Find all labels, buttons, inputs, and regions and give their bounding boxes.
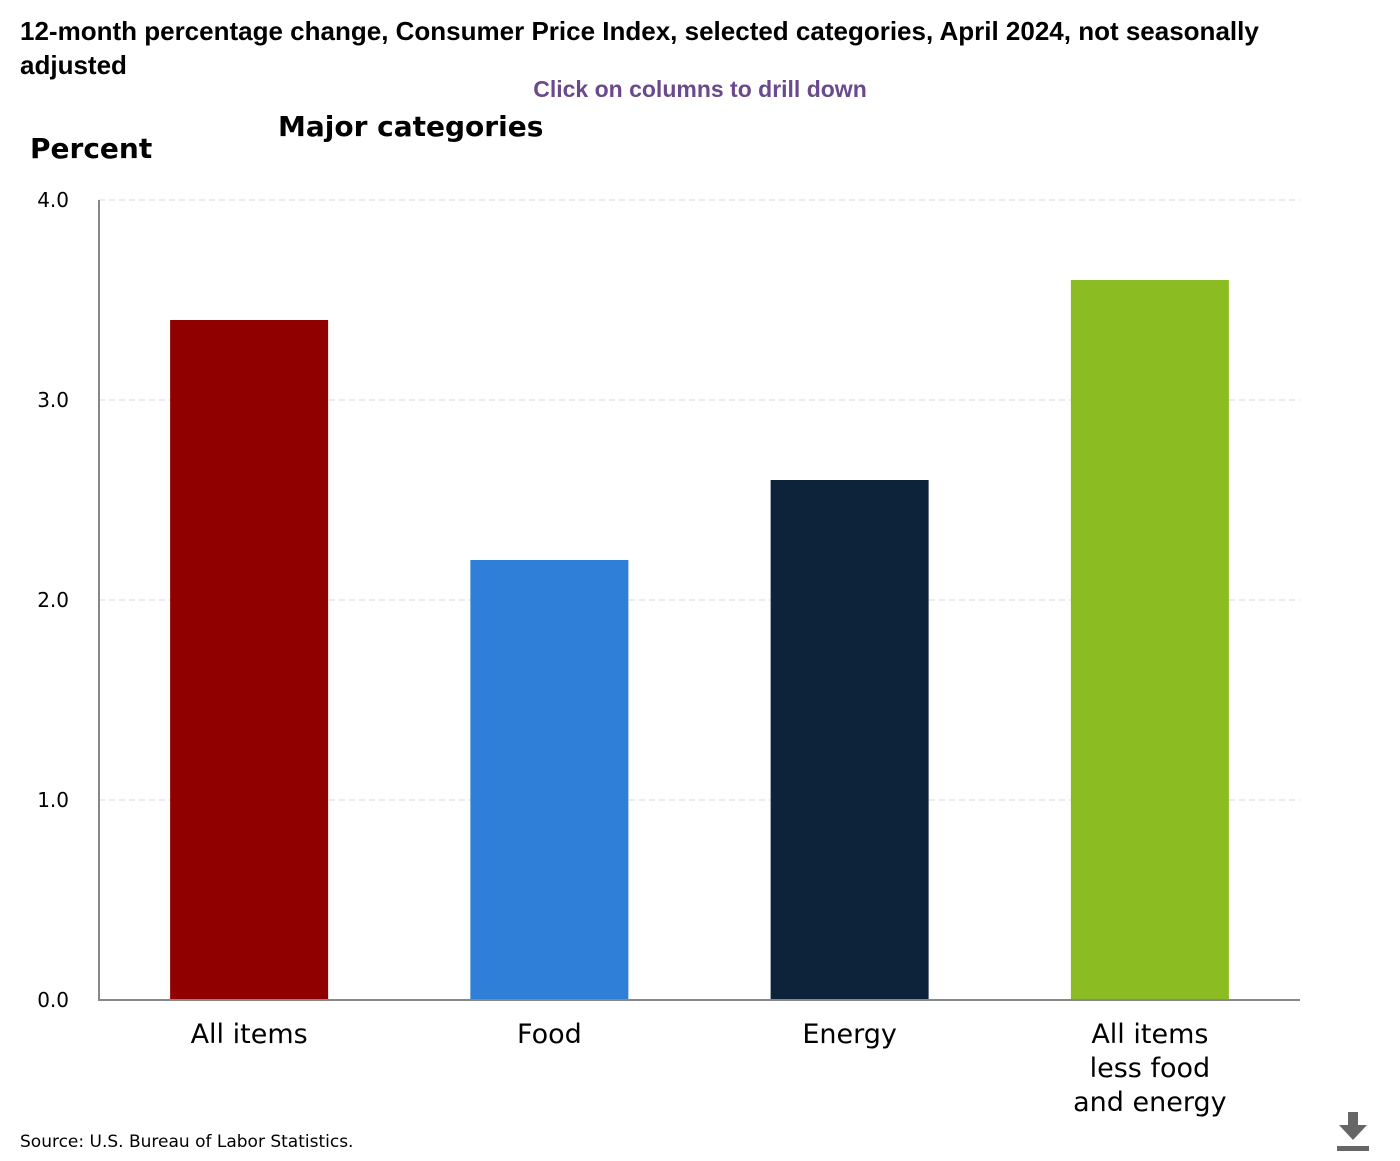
x-category-label: All items — [191, 1019, 308, 1050]
y-axis-title: Percent — [30, 132, 153, 165]
y-tick-label: 0.0 — [37, 988, 69, 1012]
x-category-label: Energy — [802, 1019, 897, 1050]
bar[interactable] — [470, 560, 629, 1000]
bar[interactable] — [170, 320, 329, 1000]
chart-title: Major categories — [278, 110, 544, 143]
x-category-label: Food — [517, 1019, 582, 1050]
drill-down-hint[interactable]: Click on columns to drill down — [533, 76, 867, 102]
y-tick-label: 2.0 — [37, 588, 69, 612]
bar[interactable] — [770, 480, 929, 1000]
download-icon[interactable] — [1330, 1108, 1380, 1156]
y-tick-label: 1.0 — [37, 788, 69, 812]
x-category-label: All items less food and energy — [1073, 1019, 1226, 1118]
y-tick-label: 4.0 — [37, 188, 69, 212]
page-title: 12-month percentage change, Consumer Pri… — [20, 16, 1259, 80]
y-tick-label: 3.0 — [37, 388, 69, 412]
bar[interactable] — [1070, 280, 1229, 1000]
source-note: Source: U.S. Bureau of Labor Statistics. — [20, 1132, 354, 1152]
